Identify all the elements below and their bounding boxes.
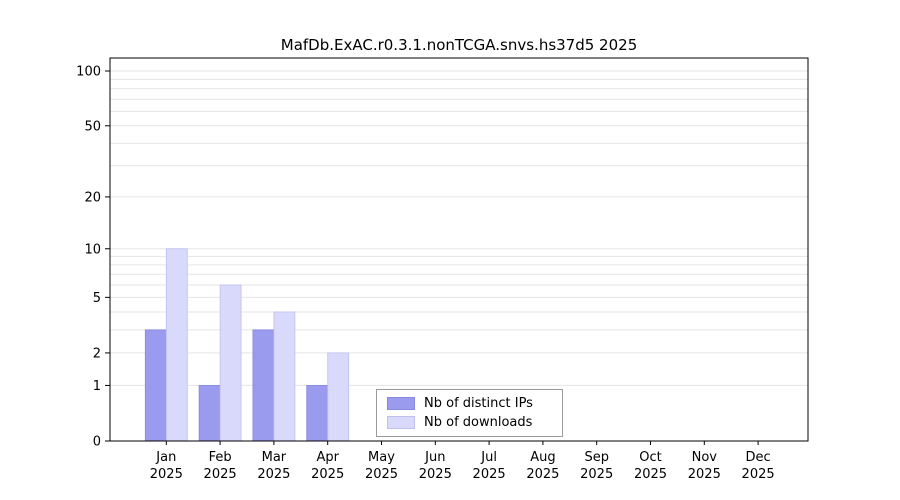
x-tick-month-sep: Sep: [584, 450, 609, 465]
y-tick-label-50: 50: [84, 119, 101, 134]
bar-downloads-feb: [219, 284, 242, 442]
legend: Nb of distinct IPs Nb of downloads: [376, 389, 563, 437]
bar-downloads-jan: [165, 248, 188, 442]
x-tick-year-dec: 2025: [742, 467, 775, 482]
bar-distinct-ips-mar: [252, 329, 275, 442]
bar-downloads-apr: [327, 352, 350, 442]
x-tick-month-jun: Jun: [424, 450, 445, 465]
x-tick-year-mar: 2025: [257, 467, 290, 482]
x-tick-month-feb: Feb: [209, 450, 232, 465]
x-tick-year-sep: 2025: [580, 467, 613, 482]
x-tick-year-oct: 2025: [634, 467, 667, 482]
bar-distinct-ips-feb: [198, 385, 221, 442]
x-tick-year-aug: 2025: [526, 467, 559, 482]
bar-downloads-mar: [273, 311, 296, 442]
y-tick-label-5: 5: [93, 291, 101, 306]
y-tick-label-0: 0: [93, 435, 101, 450]
x-tick-month-mar: Mar: [262, 450, 287, 465]
bar-distinct-ips-apr: [306, 385, 329, 442]
legend-swatch-distinct-ips: [387, 397, 415, 411]
plot-border: [109, 57, 809, 442]
x-tick-year-jan: 2025: [150, 467, 183, 482]
x-tick-year-may: 2025: [365, 467, 398, 482]
legend-swatch-downloads: [387, 415, 415, 429]
y-tick-label-20: 20: [84, 190, 101, 205]
x-tick-year-jul: 2025: [473, 467, 506, 482]
plot-background: [110, 58, 808, 441]
x-tick-month-jul: Jul: [480, 450, 497, 465]
x-tick-year-nov: 2025: [688, 467, 721, 482]
y-tick-label-2: 2: [93, 346, 101, 361]
x-tick-year-apr: 2025: [311, 467, 344, 482]
x-tick-month-oct: Oct: [639, 450, 661, 465]
y-tick-label-1: 1: [93, 379, 101, 394]
x-tick-month-may: May: [368, 450, 395, 465]
legend-label-distinct-ips: Nb of distinct IPs: [424, 396, 533, 412]
legend-item-downloads: Nb of downloads: [387, 415, 562, 430]
y-tick-label-100: 100: [76, 65, 101, 80]
y-tick-label-10: 10: [84, 242, 101, 257]
legend-item-distinct-ips: Nb of distinct IPs: [387, 396, 562, 411]
x-tick-month-jan: Jan: [155, 450, 176, 465]
x-tick-month-nov: Nov: [692, 450, 718, 465]
chart-title: MafDb.ExAC.r0.3.1.nonTCGA.snvs.hs37d5 20…: [280, 36, 638, 54]
legend-label-downloads: Nb of downloads: [424, 414, 533, 430]
bar-distinct-ips-jan: [144, 329, 167, 442]
x-tick-month-apr: Apr: [316, 450, 339, 465]
x-tick-year-feb: 2025: [204, 467, 237, 482]
x-tick-year-jun: 2025: [419, 467, 452, 482]
x-tick-month-dec: Dec: [746, 450, 771, 465]
x-tick-month-aug: Aug: [530, 450, 555, 465]
